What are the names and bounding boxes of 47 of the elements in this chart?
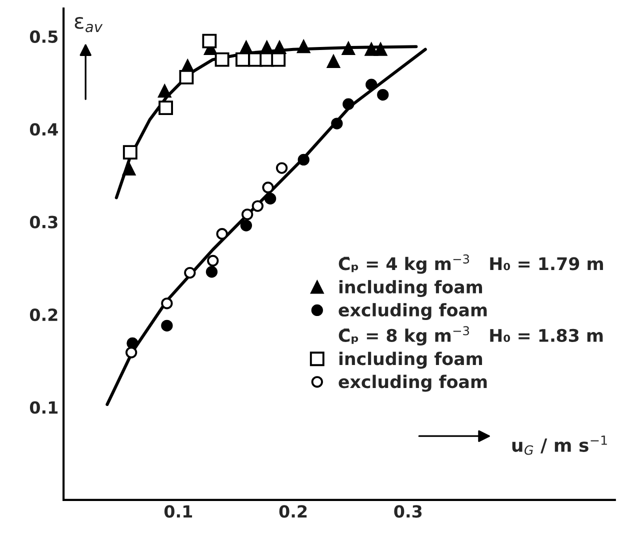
legend-label: including foam: [339, 280, 482, 298]
y-tick-label: 0.2: [30, 308, 58, 322]
point: [161, 320, 173, 332]
point: [241, 208, 254, 220]
x-axis-title: u$_{G}$ / m s$^{−1}$: [512, 436, 607, 455]
x-tick-label: 0.3: [394, 505, 422, 518]
point: [125, 346, 138, 358]
point: [122, 162, 136, 176]
legend-label: excluding foam: [338, 374, 487, 392]
legend-label: excluding foam: [338, 303, 487, 320]
point: [271, 52, 286, 67]
point: [374, 42, 388, 56]
y-tick-label: 0.5: [30, 30, 58, 43]
y-tick-label: 0.1: [30, 401, 58, 414]
point: [298, 154, 310, 166]
point: [377, 88, 389, 101]
point: [161, 298, 173, 310]
point: [342, 98, 354, 110]
point: [158, 84, 172, 98]
point: [214, 52, 230, 67]
point: [179, 70, 194, 84]
y-tick-label: 0.4: [30, 123, 58, 136]
point: [264, 192, 276, 204]
point: [276, 162, 288, 174]
text: C̄ₚ = 8 kg m$^{−3}$ H₀ = 1.83 m: [338, 326, 603, 346]
point: [366, 78, 378, 90]
y-tick-label: 0.3: [30, 216, 58, 228]
point: [240, 220, 252, 232]
point: [207, 254, 219, 267]
point: [216, 228, 228, 240]
point: [252, 200, 264, 212]
x-tick-label: 0.1: [164, 505, 192, 518]
point: [326, 54, 340, 68]
point: [342, 42, 355, 55]
point: [364, 42, 378, 56]
legend-label: including foam: [339, 352, 482, 369]
y-axis-title: ε$_{av}$: [74, 16, 103, 32]
point: [122, 145, 138, 160]
point: [184, 266, 196, 279]
point: [202, 34, 217, 48]
point: [331, 118, 343, 130]
point: [206, 266, 218, 278]
x-tick-label: 0.2: [279, 505, 307, 518]
point: [158, 100, 173, 116]
text: C̄ₚ = 4 kg m$^{−3}$ H₀ = 1.79 m: [338, 254, 603, 274]
point: [262, 182, 274, 194]
point: [297, 40, 310, 54]
